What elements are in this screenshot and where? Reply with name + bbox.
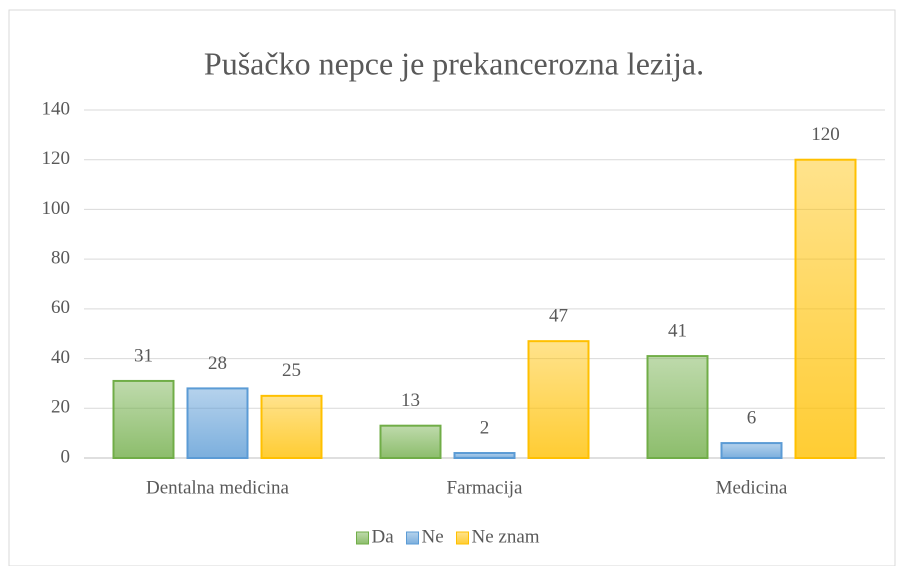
x-tick-label: Farmacija [447,477,524,498]
data-label: 2 [480,417,490,438]
bar [112,379,175,460]
legend-swatch [456,531,469,545]
bar [527,340,590,459]
bar [720,442,783,460]
data-label: 41 [668,320,687,341]
bar [260,394,323,460]
legend-label: Da [372,526,395,547]
data-label: 13 [401,390,420,411]
bar [794,158,857,459]
y-tick-label: 80 [51,248,70,269]
legend-swatch [406,531,419,545]
data-label: 31 [134,345,153,366]
y-tick-label: 140 [42,98,71,119]
y-tick-label: 0 [61,446,71,467]
y-tick-label: 40 [51,347,70,368]
x-tick-label: Dentalna medicina [146,477,290,498]
y-tick-label: 120 [42,148,71,169]
legend-label: Ne znam [472,526,540,547]
y-tick-label: 100 [42,198,71,219]
chart-title: Pušačko nepce je prekancerozna lezija. [204,45,704,81]
legend-swatch [356,531,369,545]
data-label: 25 [282,360,301,381]
legend-label: Ne [422,526,444,547]
bar [379,424,442,459]
chart-frame [8,9,896,566]
y-tick-label: 20 [51,397,70,418]
data-label: 47 [549,306,568,327]
bar [186,387,249,459]
data-label: 120 [811,124,840,145]
bar [453,452,516,459]
data-label: 28 [208,353,227,374]
bar [646,355,709,460]
x-tick-label: Medicina [716,477,788,498]
data-label: 6 [747,407,757,428]
y-tick-label: 60 [51,297,70,318]
